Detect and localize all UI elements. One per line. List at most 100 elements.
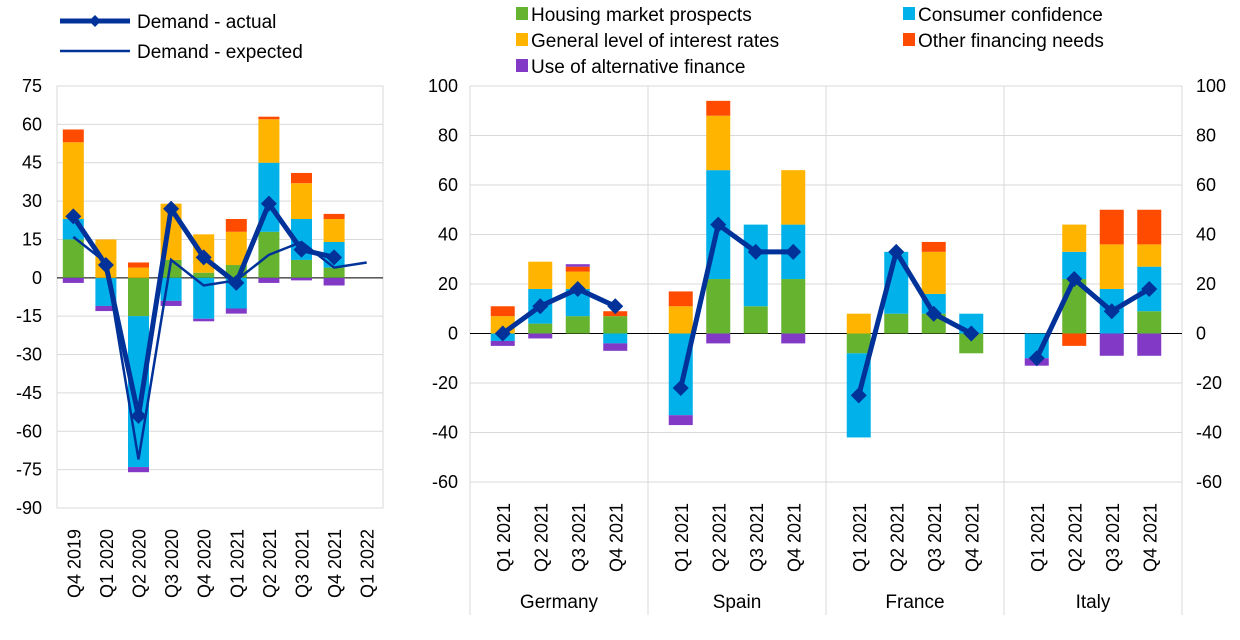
x-tick-label: Q2 2021 [531, 503, 551, 572]
bar-france-other [921, 241, 946, 252]
bar-alternative [291, 277, 312, 281]
bar-confidence [193, 277, 215, 319]
y-tick-label-left: 100 [428, 76, 458, 96]
actual-marker [785, 243, 802, 260]
y-tick-label-left: -60 [432, 472, 458, 492]
y-tick-label-left: 0 [448, 324, 458, 344]
x-tick-label: Q4 2021 [962, 503, 982, 572]
actual-marker [710, 216, 727, 233]
right-chart: 100 100 80 80 60 60 40 40 20 20 0 0 -20 -20 -40 -40 -60 -… [428, 76, 1226, 615]
bar-alternative [128, 467, 149, 473]
x-tick-label: Q3 2020 [162, 529, 182, 598]
bar-alternative [95, 305, 117, 312]
actual-marker [260, 195, 277, 212]
bar-france-confidence [921, 293, 946, 314]
actual-marker [747, 243, 764, 260]
group-label-germany: Germany [520, 592, 599, 613]
y-tick-label-right: -40 [1196, 423, 1222, 443]
bar-germany-housing [528, 323, 553, 334]
actual-marker [130, 407, 147, 424]
x-tick-label: Q3 2021 [747, 503, 767, 572]
bar-housing [62, 239, 84, 278]
left-chart: 75 60 45 30 15 0 -15 -30 -45 -60 -75 -90 Q4 2019 Q1 2… [16, 76, 384, 598]
bar-spain-rates [781, 170, 806, 225]
legend-swatch-confidence [903, 7, 915, 20]
bar-france-housing [884, 313, 909, 334]
bar-germany-other [490, 306, 515, 317]
actual-marker [65, 208, 82, 225]
legend-swatch-housing [516, 7, 528, 20]
actual-marker [569, 280, 586, 297]
actual-marker [532, 298, 549, 315]
bar-housing [193, 272, 215, 278]
left-legend: Demand - actual Demand - expected [60, 12, 303, 63]
bar-spain-housing [781, 279, 806, 334]
bar-germany-rates [565, 271, 590, 289]
actual-marker [1103, 303, 1120, 320]
bar-italy-rates [1099, 244, 1124, 289]
y-tick-label-left: 80 [438, 126, 458, 146]
y-tick-label-left: 20 [438, 274, 458, 294]
y-tick-label: -30 [16, 345, 42, 365]
legend-swatch-other [903, 33, 915, 46]
legend-label-actual: Demand - actual [137, 12, 276, 33]
bar-germany-rates [528, 261, 553, 289]
bar-germany-alternative [528, 333, 553, 339]
bar-other [323, 213, 345, 219]
legend-label-expected: Demand - expected [137, 42, 303, 63]
actual-marker [607, 298, 624, 315]
actual-marker [925, 305, 942, 322]
legend-label-housing: Housing market prospects [531, 5, 752, 26]
bar-rates [291, 183, 312, 219]
y-tick-label: 0 [32, 268, 42, 288]
bar-spain-housing [706, 279, 731, 334]
y-tick-label: -75 [16, 460, 42, 480]
bar-alternative [323, 277, 345, 286]
x-tick-label: Q1 2021 [672, 503, 692, 572]
actual-marker [195, 249, 212, 266]
bar-rates [258, 119, 280, 163]
bar-france-housing [959, 333, 984, 354]
y-tick-label-right: 40 [1196, 225, 1216, 245]
bar-germany-alternative [565, 264, 590, 267]
bar-italy-alternative [1099, 333, 1124, 356]
bar-rates [62, 142, 84, 219]
y-tick-label-left: -40 [432, 423, 458, 443]
legend-swatch-alternative [516, 59, 528, 72]
bar-alternative [62, 277, 84, 283]
series-line-actual-france [856, 249, 973, 397]
bar-germany-alternative [603, 343, 628, 351]
x-tick-label: Q1 2022 [358, 529, 378, 598]
actual-marker [963, 325, 980, 342]
bar-rates [128, 267, 149, 278]
x-tick-label: Q2 2021 [1065, 503, 1085, 572]
y-tick-label: 75 [22, 76, 42, 96]
bar-spain-alternative [668, 415, 693, 426]
bar-spain-other [668, 291, 693, 307]
bar-germany-housing [603, 316, 628, 334]
y-tick-label: 15 [22, 229, 42, 249]
bar-spain-alternative [706, 333, 731, 344]
y-tick-label: 45 [22, 153, 42, 173]
y-tick-label: -60 [16, 421, 42, 441]
bar-other [291, 172, 312, 184]
actual-marker [293, 241, 310, 258]
group-label-france: France [885, 592, 944, 613]
bar-alternative [258, 277, 280, 283]
x-tick-label: Q4 2020 [195, 529, 215, 598]
right-legend: Housing market prospects Consumer confide… [516, 5, 1104, 78]
bar-spain-other [706, 100, 731, 116]
y-tick-label-right: 100 [1196, 76, 1226, 96]
bar-spain-housing [743, 306, 768, 334]
bar-rates [225, 231, 247, 266]
bar-france-rates [921, 251, 946, 294]
y-tick-label: 60 [22, 114, 42, 134]
actual-marker [1066, 271, 1083, 288]
bar-other [128, 262, 149, 268]
series-line-actual-italy [1034, 276, 1151, 360]
y-tick-label: 30 [22, 191, 42, 211]
series-line-actual-spain [678, 222, 794, 389]
actual-marker [1141, 280, 1158, 297]
x-tick-label: Q2 2020 [130, 529, 150, 598]
